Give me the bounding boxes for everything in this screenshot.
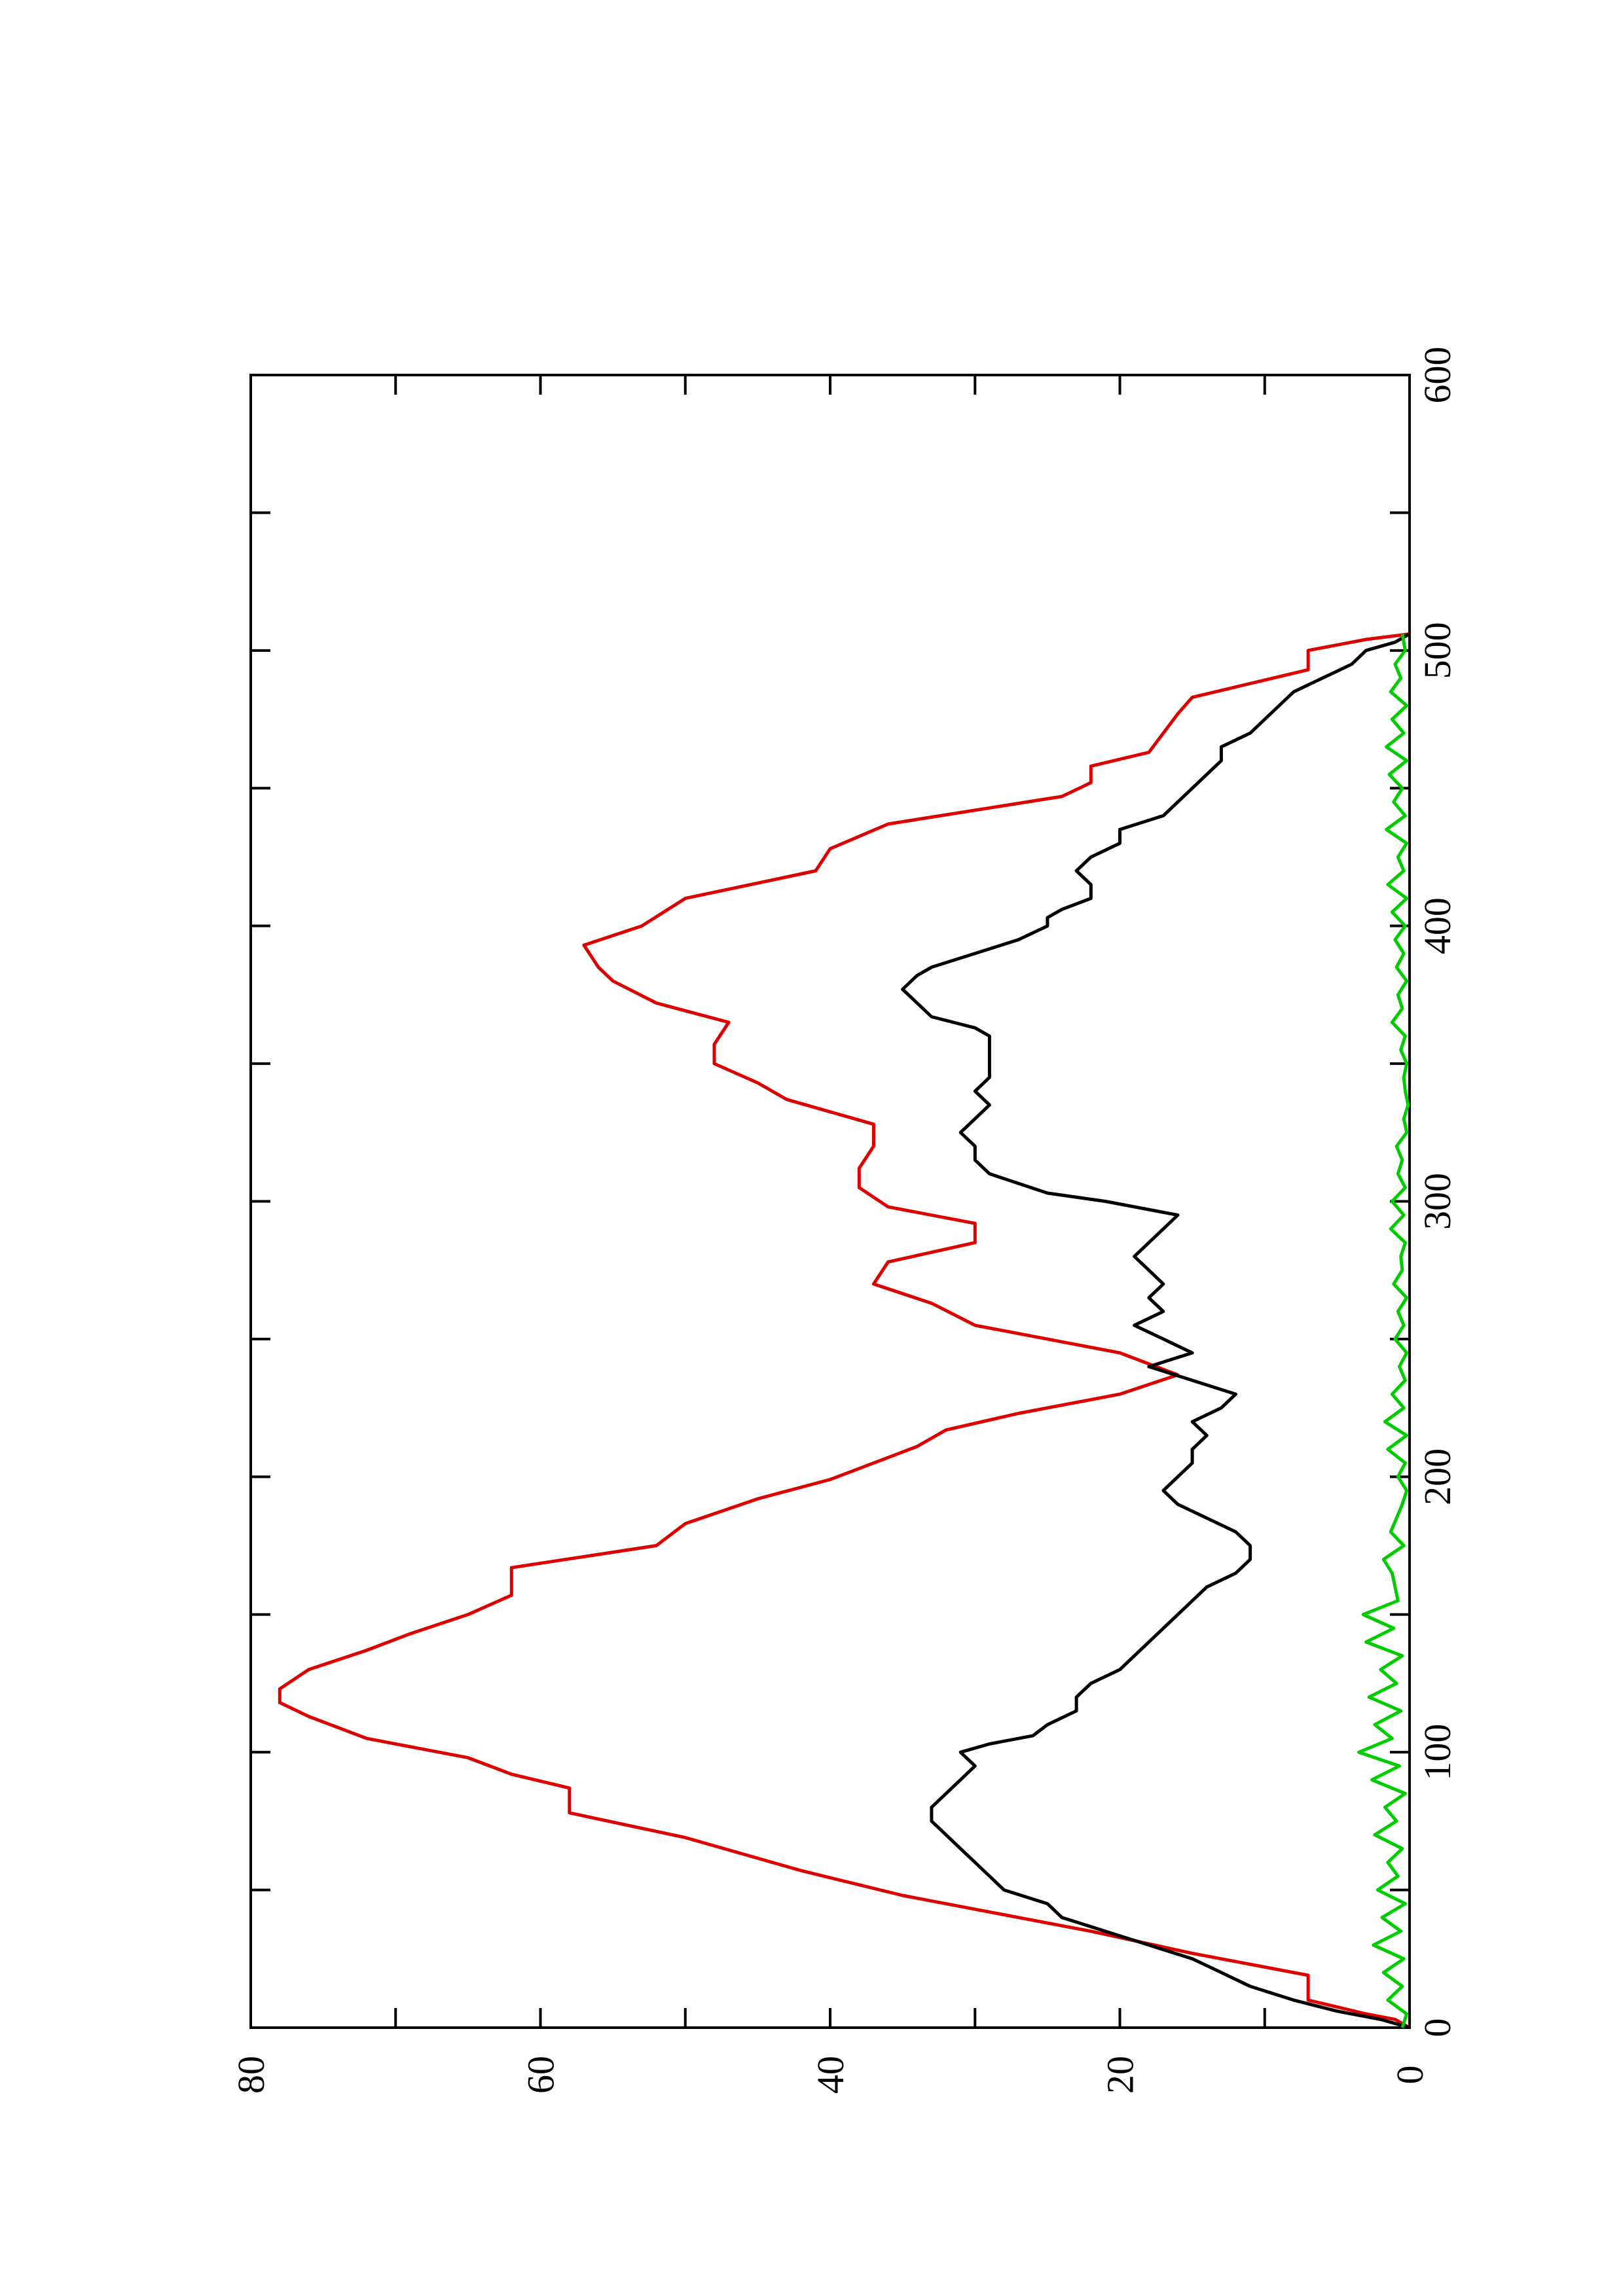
x-tick-label: 400: [1416, 897, 1459, 954]
series-layer: [278, 632, 1411, 2030]
y-tick-labels: 0 20 40 60 80: [230, 2056, 1431, 2094]
x-tick-label: 600: [1416, 347, 1459, 404]
x-tick-label: 0: [1416, 2018, 1459, 2037]
plot-frame: [249, 374, 1411, 2029]
x-tick-label: 200: [1416, 1448, 1459, 1505]
y-tick-label: 0: [1389, 2066, 1431, 2085]
y-tick-label: 20: [1099, 2056, 1142, 2094]
y-tick-label: 60: [520, 2056, 562, 2094]
red-series-line: [278, 632, 1411, 2030]
x-tick-label: 100: [1416, 1724, 1459, 1781]
x-tick-marks: [251, 374, 1410, 2029]
y-tick-label: 40: [809, 2056, 852, 2094]
x-tick-label: 500: [1416, 622, 1459, 679]
x-tick-label: 300: [1416, 1173, 1459, 1230]
green-series-line: [1357, 634, 1410, 2028]
black-series-line: [901, 632, 1411, 2030]
y-tick-marks: [249, 375, 1411, 2028]
y-tick-label: 80: [230, 2056, 272, 2094]
plot-area: [249, 374, 1411, 2029]
x-tick-labels: 0 100 200 300 400 500 600: [1416, 347, 1459, 2037]
